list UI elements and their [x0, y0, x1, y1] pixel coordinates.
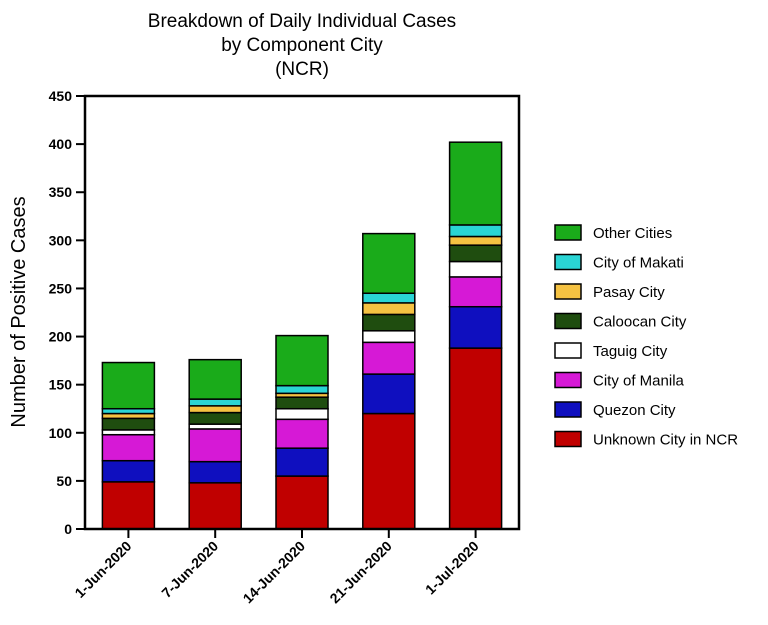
chart-title-line-1: Breakdown of Daily Individual Cases [148, 11, 456, 32]
bar-segment [188, 460, 242, 484]
bar-segment [101, 459, 156, 483]
bar-segment [188, 482, 242, 530]
bar-segment [275, 334, 329, 387]
y-tick-label: 100 [49, 425, 73, 441]
x-axis-ticks: 1-Jun-2020 7-Jun-2020 14-Jun-2020 21-Jun-20… [71, 529, 482, 607]
bar-segment [275, 384, 329, 395]
legend-swatch [554, 224, 582, 241]
legend-swatch [554, 253, 582, 271]
y-tick-label: 250 [49, 280, 73, 296]
chart-title: Breakdown of Daily Individual Cases by C… [148, 11, 456, 80]
bar-segment [188, 405, 242, 414]
bar-segment [448, 347, 503, 530]
y-tick-label: 150 [49, 377, 73, 393]
bar-segment [362, 330, 416, 344]
y-tick-label: 0 [64, 521, 72, 537]
bar-segment [448, 235, 503, 246]
x-tick-label: 1-Jul-2020 [422, 538, 482, 598]
chart-title-line-3: (NCR) [275, 59, 329, 80]
legend-label: Caloocan City [593, 314, 687, 331]
chart-title-line-2: by Component City [221, 35, 383, 56]
bar-segment [448, 260, 503, 278]
bar-segment [188, 358, 242, 400]
legend-label: Taguig City [593, 343, 668, 360]
bar-segment [362, 232, 416, 295]
bar-segment [448, 224, 503, 238]
legend-label: City of Manila [593, 373, 685, 390]
legend-swatch [554, 283, 582, 300]
legend-label: Quezon City [593, 402, 676, 419]
legend-label: City of Makati [593, 255, 684, 272]
bar-segment [101, 481, 156, 530]
legend-swatch [554, 401, 582, 418]
x-tick-label: 21-Jun-2020 [326, 538, 395, 607]
bar-segment [362, 412, 416, 530]
y-tick-label: 50 [56, 473, 72, 489]
legend-swatch [554, 430, 582, 448]
x-tick-label: 7-Jun-2020 [158, 538, 221, 601]
bar-segment [362, 302, 416, 316]
bar-segment [188, 411, 242, 425]
bar-segment [275, 396, 329, 410]
bar-segment [362, 341, 416, 375]
bar-segment [362, 292, 416, 304]
x-tick-label: 1-Jun-2020 [71, 538, 134, 601]
y-tick-label: 200 [49, 329, 73, 345]
bar-segment [448, 305, 503, 349]
bar-segment [362, 373, 416, 415]
bar-segment [101, 417, 156, 431]
y-axis-label: Number of Positive Cases [8, 196, 30, 427]
bar-segment [188, 398, 242, 407]
y-axis-ticks: 0 50 100 150 200 250 300 350 400 450 [49, 88, 85, 537]
legend-swatch [554, 342, 582, 359]
bar-segment [448, 276, 503, 308]
bar-segment [275, 418, 329, 449]
bar-segment [101, 433, 156, 462]
x-tick-label: 14-Jun-2020 [240, 538, 309, 607]
legend-label: Pasay City [593, 284, 665, 301]
bar-segment [188, 428, 242, 463]
bar-segment [275, 447, 329, 477]
legend: Other Cities City of Makati Pasay City Calo… [554, 224, 738, 449]
bar-segment [448, 244, 503, 263]
legend-label: Other Cities [593, 225, 672, 242]
y-tick-label: 350 [49, 184, 73, 200]
bar-segment [275, 407, 329, 421]
y-tick-label: 300 [49, 232, 73, 248]
y-tick-label: 450 [49, 88, 73, 104]
y-tick-label: 400 [49, 136, 73, 152]
legend-swatch [554, 371, 582, 389]
bar-segment [448, 141, 503, 226]
bar-segment [101, 361, 156, 410]
bar-segment [362, 313, 416, 332]
bar-segment [275, 475, 329, 530]
legend-swatch [554, 312, 582, 330]
legend-label: Unknown City in NCR [593, 432, 738, 449]
bars [101, 141, 503, 530]
